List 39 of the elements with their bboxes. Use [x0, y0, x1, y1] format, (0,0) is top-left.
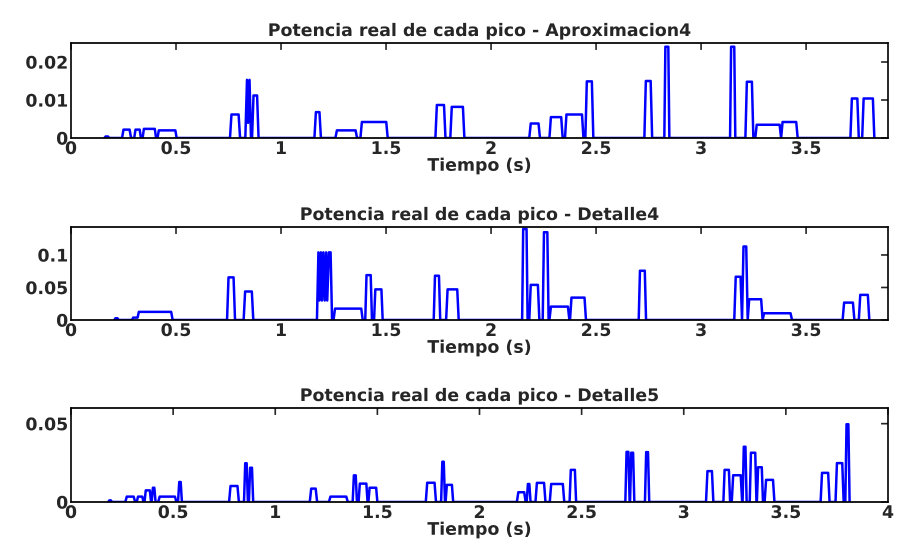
y-tick-label: 0.05 — [26, 417, 68, 431]
x-tick-label: 3 — [696, 323, 706, 336]
x-tick-label: 3.5 — [792, 323, 820, 336]
x-tick-label: 3.5 — [792, 141, 820, 154]
x-tick-label: 1 — [276, 141, 286, 154]
x-axis-title: Tiempo (s) — [427, 340, 530, 356]
x-tick-label: 2.5 — [568, 505, 596, 518]
x-tick-label: 4 — [882, 505, 894, 518]
x-tick-label: 0 — [66, 141, 76, 154]
x-tick-label: 1.5 — [372, 323, 400, 336]
x-tick-label: 1 — [276, 323, 286, 336]
chart-title: Potencia real de cada pico - Aproximacion4 — [269, 22, 690, 40]
x-tick-label: 0.5 — [161, 323, 190, 336]
x-tick-label: 0.5 — [161, 141, 190, 154]
x-tick-label: 3.5 — [772, 505, 800, 518]
x-tick-label: 0.5 — [158, 505, 188, 518]
x-tick-label: 3 — [696, 141, 706, 154]
y-tick-label: 0 — [56, 496, 68, 509]
x-tick-label: 1 — [271, 505, 280, 518]
x-tick-label: 1.5 — [372, 141, 400, 154]
chart-title: Potencia real de cada pico - Detalle5 — [301, 388, 658, 405]
chart-title: Potencia real de cada pico - Detalle4 — [301, 206, 658, 224]
x-tick-label: 2.5 — [582, 323, 610, 336]
x-tick-label: 3 — [678, 505, 688, 518]
x-tick-label: 2 — [486, 323, 496, 336]
x-tick-label: 1.5 — [364, 505, 392, 518]
x-tick-label: 0 — [66, 323, 76, 336]
x-tick-label: 2 — [474, 505, 484, 518]
y-tick-label: 0.02 — [26, 56, 67, 69]
x-tick-label: 2 — [486, 141, 496, 154]
x-tick-label: 0 — [66, 505, 76, 518]
x-axis-title: Tiempo (s) — [427, 522, 530, 538]
x-tick-label: 2.5 — [582, 141, 610, 154]
y-tick-label: 0 — [56, 132, 68, 145]
y-tick-label: 0.01 — [26, 94, 68, 107]
x-axis-title: Tiempo (s) — [427, 158, 530, 174]
y-tick-label: 0 — [56, 314, 68, 327]
y-tick-label: 0.1 — [38, 248, 68, 262]
y-tick-label: 0.05 — [26, 281, 68, 294]
